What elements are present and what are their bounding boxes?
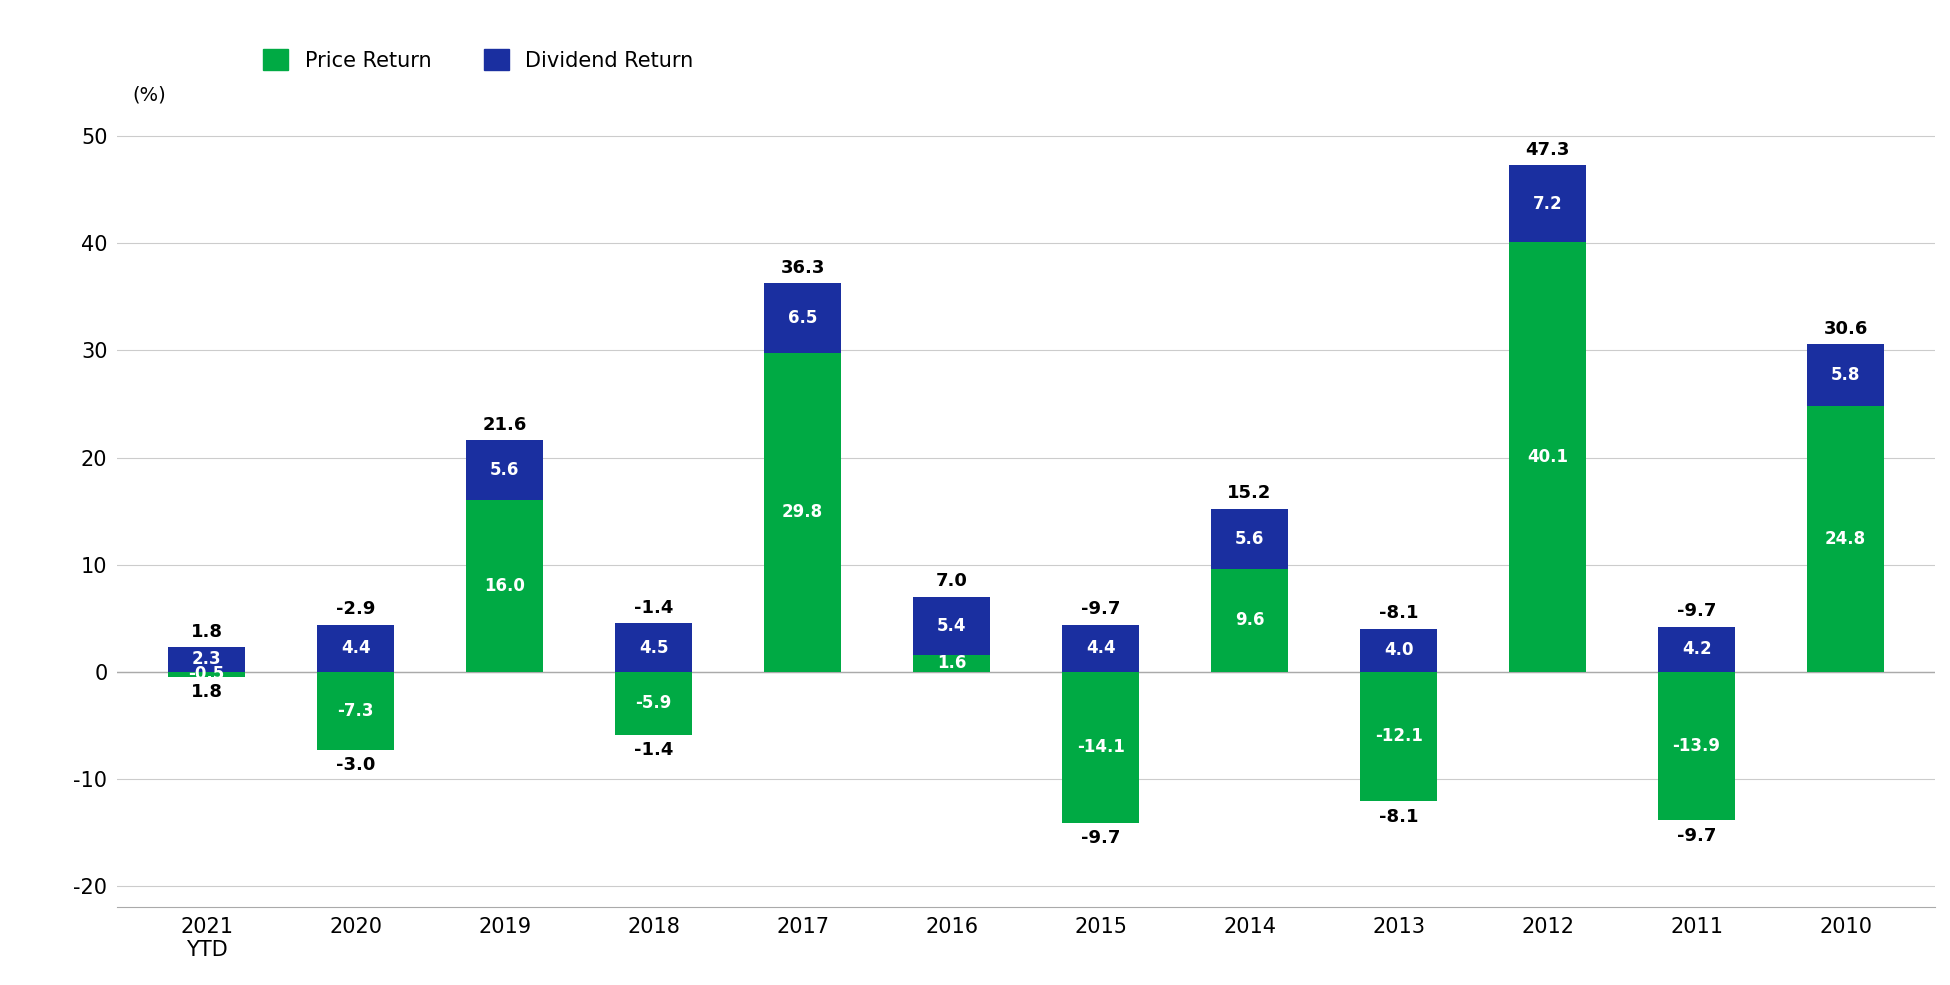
Text: -8.1: -8.1 [1379,808,1418,825]
Text: 16.0: 16.0 [484,577,525,595]
Text: -14.1: -14.1 [1076,738,1125,756]
Text: 5.8: 5.8 [1831,366,1860,384]
Text: 1.8: 1.8 [191,684,222,701]
Text: 9.6: 9.6 [1234,612,1264,629]
Bar [764,283,840,353]
Text: 6.5: 6.5 [788,308,817,327]
Text: 24.8: 24.8 [1825,530,1866,548]
Text: 29.8: 29.8 [782,503,823,521]
Text: -0.5: -0.5 [189,665,224,684]
Text: -9.7: -9.7 [1080,829,1121,847]
Bar [1509,242,1587,672]
Text: 21.6: 21.6 [482,416,526,434]
Text: 4.2: 4.2 [1681,640,1712,658]
Text: -9.7: -9.7 [1080,600,1121,619]
Bar [1658,672,1736,821]
Text: (%): (%) [133,85,166,104]
Bar [1509,165,1587,242]
Bar [764,353,840,672]
Text: -1.4: -1.4 [634,742,673,759]
Bar [1359,672,1437,801]
Text: -13.9: -13.9 [1673,737,1720,755]
Text: -3.0: -3.0 [335,756,374,774]
Legend: Price Return, Dividend Return: Price Return, Dividend Return [255,40,702,79]
Text: 4.5: 4.5 [640,638,669,657]
Bar [1211,569,1289,672]
Text: 1.6: 1.6 [936,654,967,672]
Text: 5.4: 5.4 [936,617,967,634]
Text: 7.2: 7.2 [1533,195,1562,213]
Bar [1359,628,1437,672]
Bar [614,624,692,672]
Text: 5.6: 5.6 [489,461,519,480]
Text: 4.4: 4.4 [341,639,370,657]
Text: 47.3: 47.3 [1525,141,1570,159]
Text: -5.9: -5.9 [636,694,673,712]
Text: -2.9: -2.9 [335,600,374,619]
Text: 4.4: 4.4 [1086,639,1115,657]
Text: 2.3: 2.3 [191,650,222,669]
Bar [1658,626,1736,672]
Text: -12.1: -12.1 [1375,728,1424,746]
Bar [318,672,394,750]
Text: 40.1: 40.1 [1527,448,1568,466]
Text: 30.6: 30.6 [1823,319,1868,338]
Text: -9.7: -9.7 [1677,827,1716,845]
Text: -8.1: -8.1 [1379,605,1418,623]
Bar [1063,624,1139,672]
Bar [913,655,991,672]
Text: -1.4: -1.4 [634,599,673,617]
Bar [1063,672,1139,822]
Text: 5.6: 5.6 [1234,530,1264,548]
Bar [1211,509,1289,569]
Text: 7.0: 7.0 [936,572,967,590]
Bar [466,440,544,500]
Text: 1.8: 1.8 [191,623,222,640]
Bar [318,624,394,672]
Text: 15.2: 15.2 [1227,485,1271,502]
Bar [1808,344,1884,406]
Text: 4.0: 4.0 [1384,641,1414,659]
Bar [614,672,692,735]
Bar [913,597,991,655]
Bar [168,647,246,672]
Text: 36.3: 36.3 [780,259,825,277]
Bar [168,672,246,677]
Text: -9.7: -9.7 [1677,602,1716,621]
Bar [1808,406,1884,672]
Bar [466,500,544,672]
Text: -7.3: -7.3 [337,701,374,720]
